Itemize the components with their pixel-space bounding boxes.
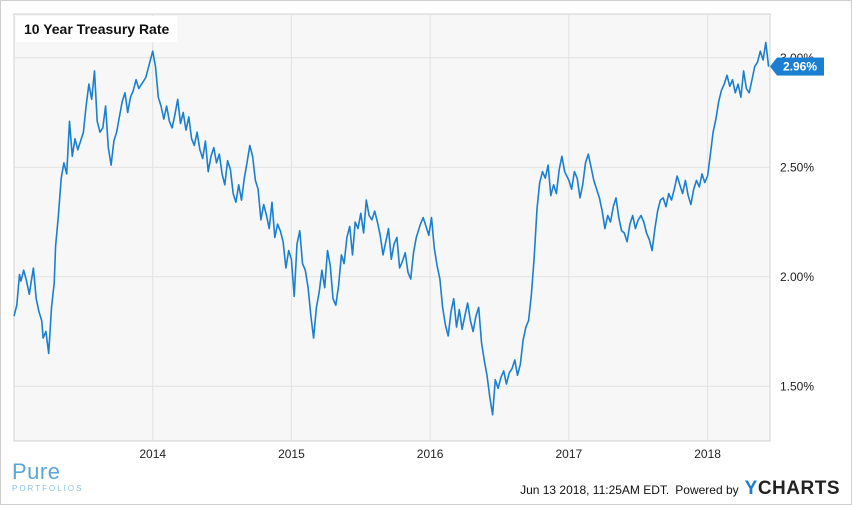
ycharts-y: Y: [744, 478, 758, 499]
timestamp: Jun 13 2018, 11:25AM EDT.: [520, 483, 670, 497]
x-tick-label: 2014: [139, 447, 166, 461]
series-line: [13, 41, 770, 416]
last-value-box: [777, 57, 824, 76]
x-tick-label: 2016: [417, 447, 444, 461]
brand-main-text: Pure: [12, 459, 61, 484]
powered-by: Powered by: [675, 483, 739, 497]
ycharts-rest: CHARTS: [757, 478, 840, 499]
y-tick-label: 2.00%: [780, 270, 814, 284]
ycharts-logo[interactable]: YCHARTS: [745, 478, 840, 500]
y-tick-label: 2.50%: [780, 160, 814, 174]
brand-sub-text: PORTFOLIOS: [12, 484, 84, 493]
footer-attribution: Jun 13 2018, 11:25AM EDT. Powered by YCH…: [520, 478, 840, 500]
x-tick-label: 2017: [556, 447, 583, 461]
last-value-label: 2.96%: [783, 60, 817, 74]
y-tick-label: 1.50%: [780, 379, 814, 393]
chart-title: 10 Year Treasury Rate: [16, 16, 178, 42]
x-tick-label: 2018: [694, 447, 721, 461]
x-tick-label: 2015: [278, 447, 305, 461]
pure-portfolios-logo: Pure PORTFOLIOS: [12, 459, 84, 494]
plot-area: [13, 13, 771, 442]
last-value-pointer: [770, 57, 777, 76]
